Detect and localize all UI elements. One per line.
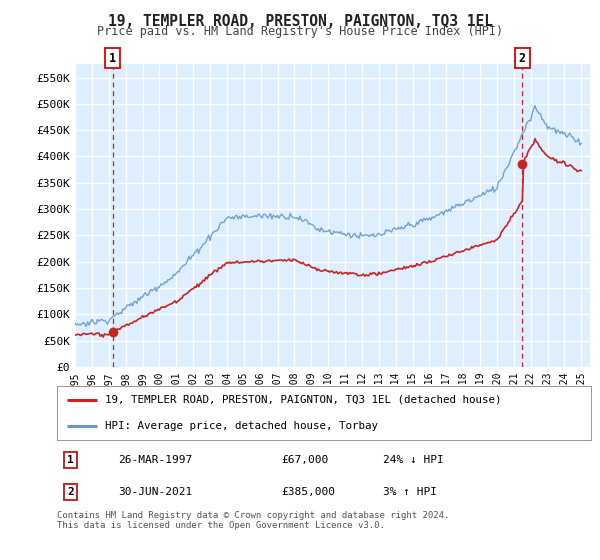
- Text: £67,000: £67,000: [281, 455, 329, 465]
- Text: 19, TEMPLER ROAD, PRESTON, PAIGNTON, TQ3 1EL: 19, TEMPLER ROAD, PRESTON, PAIGNTON, TQ3…: [107, 14, 493, 29]
- Text: 24% ↓ HPI: 24% ↓ HPI: [383, 455, 443, 465]
- Text: HPI: Average price, detached house, Torbay: HPI: Average price, detached house, Torb…: [105, 421, 378, 431]
- Text: 1: 1: [109, 52, 116, 64]
- Text: Price paid vs. HM Land Registry's House Price Index (HPI): Price paid vs. HM Land Registry's House …: [97, 25, 503, 38]
- Text: 3% ↑ HPI: 3% ↑ HPI: [383, 487, 437, 497]
- Text: 26-MAR-1997: 26-MAR-1997: [118, 455, 193, 465]
- Text: 1: 1: [67, 455, 74, 465]
- Text: 2: 2: [519, 52, 526, 64]
- Text: 30-JUN-2021: 30-JUN-2021: [118, 487, 193, 497]
- Text: £385,000: £385,000: [281, 487, 335, 497]
- Text: Contains HM Land Registry data © Crown copyright and database right 2024.
This d: Contains HM Land Registry data © Crown c…: [57, 511, 449, 530]
- Text: 2: 2: [67, 487, 74, 497]
- Text: 19, TEMPLER ROAD, PRESTON, PAIGNTON, TQ3 1EL (detached house): 19, TEMPLER ROAD, PRESTON, PAIGNTON, TQ3…: [105, 395, 502, 405]
